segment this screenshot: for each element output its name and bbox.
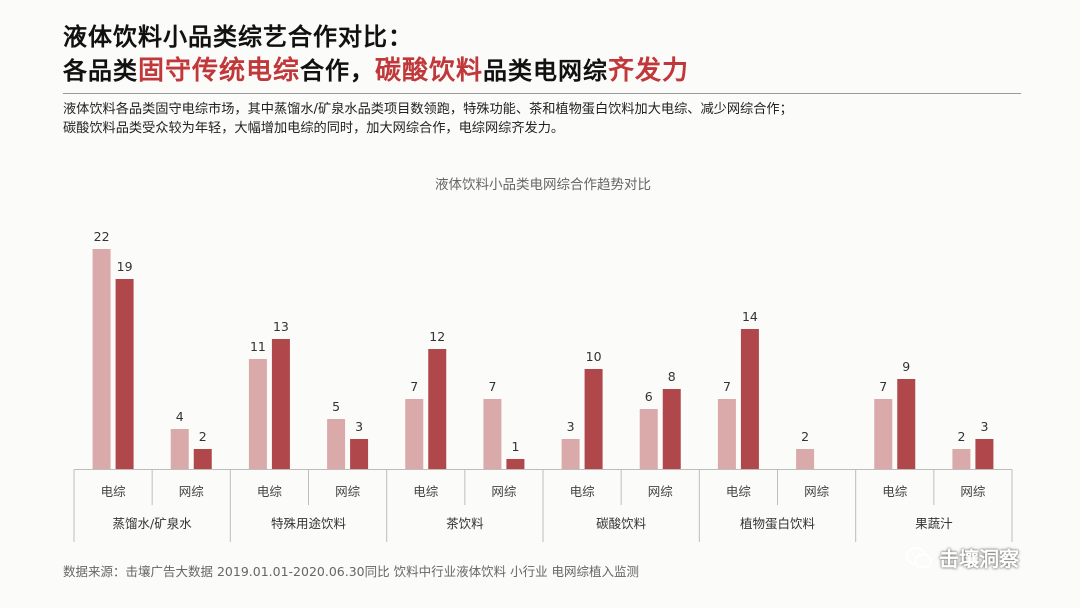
- data-label: 3: [980, 419, 988, 434]
- description-line-2: 碳酸饮料品类受众较为年轻，大幅增加电综的同时，加大网综合作，电综网综齐发力。: [63, 121, 565, 136]
- bar: [92, 249, 111, 469]
- sub-category-label: 电综: [101, 484, 127, 499]
- data-label: 22: [94, 229, 110, 244]
- data-label: 12: [429, 329, 445, 344]
- sub-category-label: 电综: [257, 484, 283, 499]
- data-label: 6: [645, 389, 653, 404]
- title-segment: 固守传统电综: [138, 56, 301, 86]
- description: 液体饮料各品类固守电综市场，其中蒸馏水/矿泉水品类项目数领跑，特殊功能、茶和植物…: [63, 100, 1023, 138]
- category-label: 碳酸饮料: [596, 516, 647, 531]
- bar: [740, 329, 759, 469]
- bar: [170, 429, 189, 469]
- bar: [350, 439, 369, 469]
- data-label: 3: [355, 419, 363, 434]
- bar-chart: 液体饮料小品类电网综合作趋势对比2219电综42网综蒸馏水/矿泉水1113电综5…: [73, 177, 1013, 542]
- sub-category-label: 网综: [960, 484, 986, 499]
- data-label: 1: [511, 439, 519, 454]
- data-label: 3: [567, 419, 575, 434]
- watermark: 击壤洞察: [905, 543, 1019, 572]
- data-label: 7: [723, 379, 731, 394]
- data-label: 10: [586, 349, 602, 364]
- watermark-text: 击壤洞察: [939, 547, 1019, 571]
- bar: [483, 399, 502, 469]
- data-label: 19: [117, 259, 133, 274]
- bar: [952, 449, 971, 469]
- data-label: 7: [879, 379, 887, 394]
- sub-category-label: 电综: [726, 484, 752, 499]
- bar: [506, 459, 525, 469]
- data-label: 11: [250, 339, 266, 354]
- data-label: 7: [488, 379, 496, 394]
- page-title: 液体饮料小品类综艺合作对比： 各品类固守传统电综合作，碳酸饮料品类电网综齐发力: [63, 20, 689, 88]
- bar: [662, 389, 681, 469]
- title-segment: 合作，: [300, 57, 376, 85]
- chart-title: 液体饮料小品类电网综合作趋势对比: [435, 177, 651, 193]
- data-label: 2: [957, 429, 965, 444]
- sub-category-label: 电综: [570, 484, 596, 499]
- sub-category-label: 网综: [179, 484, 205, 499]
- bar: [584, 369, 603, 469]
- data-label: 5: [332, 399, 340, 414]
- data-label: 8: [668, 369, 676, 384]
- category-label: 果蔬汁: [915, 516, 953, 531]
- sub-category-label: 网综: [335, 484, 361, 499]
- sub-category-label: 网综: [648, 484, 674, 499]
- data-label: 2: [199, 429, 207, 444]
- category-label: 特殊用途饮料: [271, 516, 347, 531]
- bar: [428, 349, 447, 469]
- bar: [796, 449, 815, 469]
- title-line-2: 各品类固守传统电综合作，碳酸饮料品类电网综齐发力: [63, 54, 689, 88]
- title-segment: 品类电网综: [483, 57, 609, 85]
- title-line-1: 液体饮料小品类综艺合作对比：: [63, 23, 413, 51]
- bar: [897, 379, 916, 469]
- bar: [248, 359, 267, 469]
- sub-category-label: 电综: [413, 484, 439, 499]
- bar: [193, 449, 212, 469]
- bar: [717, 399, 736, 469]
- bar: [405, 399, 424, 469]
- sub-category-label: 电综: [882, 484, 908, 499]
- category-label: 植物蛋白饮料: [740, 516, 816, 531]
- bar: [327, 419, 346, 469]
- data-label: 4: [176, 409, 184, 424]
- source-note: 数据来源：击壤广告大数据 2019.01.01-2020.06.30同比 饮料中…: [63, 564, 640, 579]
- data-label: 9: [902, 359, 910, 374]
- category-label: 茶饮料: [446, 516, 484, 531]
- sub-category-label: 网综: [804, 484, 830, 499]
- bar: [975, 439, 994, 469]
- title-segment: 齐发力: [608, 56, 690, 86]
- bar: [561, 439, 580, 469]
- bar: [115, 279, 134, 469]
- data-label: 13: [273, 319, 289, 334]
- data-label: 7: [410, 379, 418, 394]
- title-divider: [63, 93, 1021, 94]
- category-label: 蒸馏水/矿泉水: [113, 516, 193, 531]
- wechat-icon: [905, 546, 933, 569]
- bar: [639, 409, 658, 469]
- description-line-1: 液体饮料各品类固守电综市场，其中蒸馏水/矿泉水品类项目数领跑，特殊功能、茶和植物…: [63, 102, 793, 117]
- bar: [874, 399, 893, 469]
- sub-category-label: 网综: [491, 484, 517, 499]
- bar: [271, 339, 290, 469]
- title-segment: 碳酸饮料: [375, 56, 484, 86]
- data-label: 2: [801, 429, 809, 444]
- data-label: 14: [742, 309, 758, 324]
- title-segment: 各品类: [63, 57, 138, 85]
